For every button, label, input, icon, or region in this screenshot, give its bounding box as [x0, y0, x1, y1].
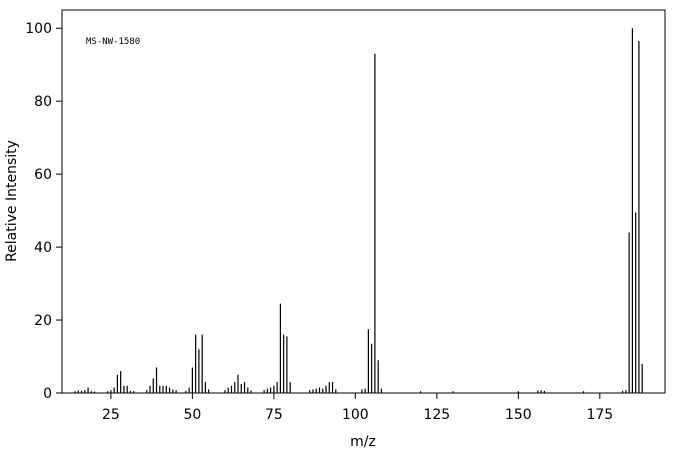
y-tick-label: 40 — [34, 240, 52, 256]
annotation: MS-NW-1580 — [86, 37, 140, 47]
plot-frame — [61, 9, 666, 394]
y-tick-label: 80 — [34, 94, 52, 110]
x-tick-label: 50 — [183, 407, 201, 423]
y-tick-label: 0 — [43, 386, 52, 402]
y-tick-label: 100 — [25, 21, 52, 37]
x-tick-label: 150 — [505, 407, 532, 423]
y-axis-label: Relative Intensity — [4, 140, 20, 262]
x-axis-label: m/z — [350, 434, 376, 450]
y-tick-label: 60 — [34, 167, 52, 183]
x-tick-label: 100 — [342, 407, 369, 423]
x-tick-label: 25 — [102, 407, 120, 423]
x-tick-label: 75 — [265, 407, 283, 423]
y-tick-label: 20 — [34, 313, 52, 329]
x-tick-label: 175 — [586, 407, 613, 423]
x-tick-label: 125 — [423, 407, 450, 423]
